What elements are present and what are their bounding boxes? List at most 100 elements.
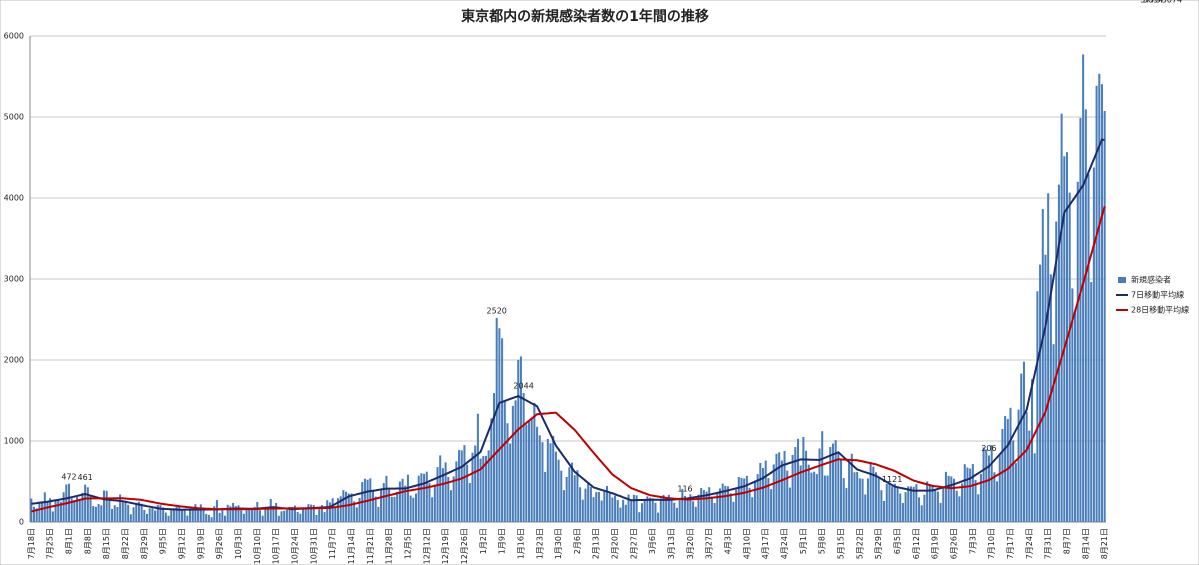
bar [883, 500, 886, 522]
bar [331, 498, 334, 522]
bar [562, 490, 565, 522]
bar [207, 514, 210, 522]
bar [751, 497, 754, 522]
bar [780, 460, 783, 522]
bar [683, 495, 687, 522]
bar [237, 505, 240, 522]
data-label: 5094 [1143, 0, 1163, 5]
bar [571, 462, 574, 522]
bar [119, 494, 122, 522]
bar [62, 492, 65, 522]
x-tick-label: 3月27日 [705, 528, 714, 559]
bar [796, 438, 800, 522]
bar [1087, 174, 1090, 523]
line [31, 205, 1106, 513]
bar [350, 493, 353, 522]
bar [866, 478, 869, 522]
bar [388, 488, 391, 522]
bar [654, 502, 657, 522]
bar [657, 512, 660, 522]
bar [1060, 113, 1063, 523]
bar [689, 494, 692, 522]
bar [296, 511, 299, 522]
bar [108, 500, 111, 522]
bar [396, 491, 399, 522]
bar [135, 502, 138, 522]
bar [611, 497, 614, 522]
bar [460, 450, 463, 522]
bar [54, 500, 57, 522]
bar [33, 506, 36, 522]
x-tick-label: 4月10日 [742, 528, 751, 559]
bar [823, 475, 826, 522]
bar [490, 418, 493, 522]
bar [845, 488, 848, 522]
bar [205, 514, 208, 522]
bar [958, 496, 961, 522]
bar [164, 512, 167, 522]
bar [786, 470, 789, 522]
bar [538, 435, 541, 522]
x-tick-label: 4月3日 [724, 528, 733, 554]
bar [452, 476, 455, 522]
bar [931, 485, 934, 522]
bar [116, 506, 119, 522]
bar [670, 498, 673, 522]
x-tick-label: 3月6日 [648, 528, 657, 554]
bar [732, 501, 735, 522]
bar [821, 431, 824, 522]
bar [888, 482, 891, 522]
bar [127, 504, 130, 522]
bar [428, 483, 431, 522]
bar [971, 464, 974, 522]
bar [517, 359, 520, 522]
bar [70, 498, 73, 522]
bar [581, 499, 584, 522]
bar [159, 505, 162, 522]
bar [78, 500, 81, 522]
bar [363, 478, 366, 522]
bar [536, 426, 539, 522]
bar [180, 510, 184, 522]
x-tick-label: 10月10日 [253, 528, 262, 564]
bar [501, 338, 504, 522]
x-tick-label: 2月6日 [573, 528, 582, 554]
bar [694, 506, 697, 522]
bar [401, 478, 404, 522]
x-tick-label: 8月29日 [140, 528, 149, 559]
data-label: 2044 [513, 382, 533, 391]
bar [1098, 73, 1101, 522]
bar [955, 490, 958, 522]
bar [576, 470, 579, 522]
x-tick-label: 2月13日 [592, 528, 601, 559]
bar [952, 478, 956, 522]
x-tick-label: 4月17日 [761, 528, 770, 559]
bar [928, 485, 931, 522]
data-label: 2520 [487, 306, 507, 315]
bar [57, 500, 60, 522]
legend-swatch [1118, 277, 1126, 283]
bar [1028, 430, 1031, 522]
bar [41, 502, 44, 522]
x-tick-label: 7月17日 [1006, 528, 1015, 559]
bar [1014, 463, 1017, 522]
data-label: 116 [677, 484, 692, 493]
bar [385, 475, 388, 522]
bar [869, 461, 872, 522]
bar [495, 317, 498, 522]
bar [471, 452, 474, 522]
bar [1004, 416, 1007, 522]
bar [1090, 282, 1093, 522]
bar [493, 393, 496, 522]
x-tick-label: 12月12日 [422, 528, 431, 564]
bar [788, 487, 791, 522]
bar [573, 475, 576, 522]
bar [293, 505, 296, 522]
bar [619, 507, 622, 522]
data-label: 5074 [1162, 0, 1182, 5]
bar [702, 490, 705, 522]
bar [51, 511, 54, 522]
bar [616, 499, 619, 522]
bar [1001, 428, 1004, 522]
bar [600, 500, 603, 522]
